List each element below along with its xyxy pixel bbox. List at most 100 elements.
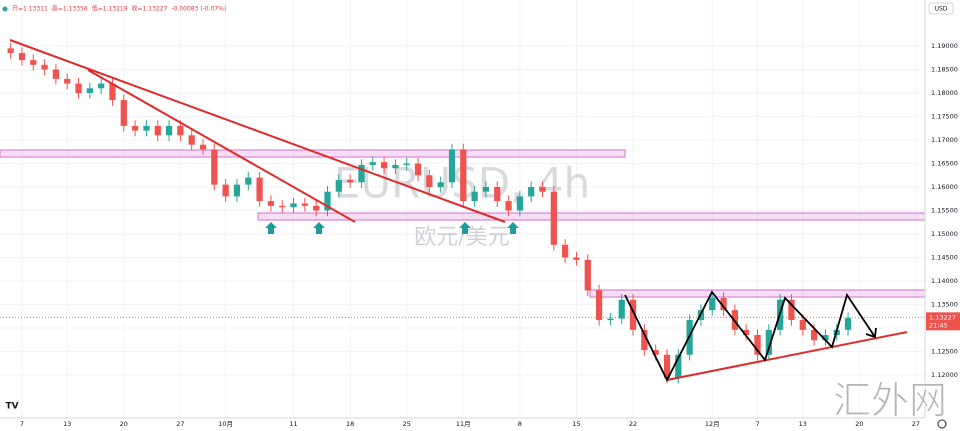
x-tick-label: 27 <box>912 420 920 428</box>
status-dot <box>2 6 8 12</box>
candle-body <box>414 163 422 176</box>
support-zone <box>257 212 926 221</box>
candle-body <box>120 100 127 126</box>
candle-body <box>607 318 614 321</box>
price-axis <box>925 0 960 431</box>
candle-body <box>211 149 218 185</box>
candle-body <box>165 125 173 136</box>
y-tick-label: 1.14000 <box>931 277 958 285</box>
x-tick-label: 27 <box>176 420 184 428</box>
candle-body <box>132 125 139 131</box>
y-tick-label: 1.13500 <box>931 300 958 308</box>
candle-body <box>709 297 716 311</box>
arrow-head <box>865 327 877 339</box>
legend-value: -0.00083 (-0.07%) <box>171 6 226 13</box>
candle-body <box>494 187 501 202</box>
last-price-label: 1.13227 <box>929 313 956 321</box>
x-tick-label: 20 <box>855 420 863 428</box>
resistance-zone <box>0 149 626 158</box>
candle-body <box>30 60 37 65</box>
y-tick-label: 1.16000 <box>931 183 958 191</box>
last-price-tag <box>926 312 960 331</box>
countdown: 21:45 <box>929 321 948 329</box>
candle-body <box>154 125 161 136</box>
legend-value: 低=1.13219 <box>92 5 128 13</box>
candle-body <box>290 203 297 208</box>
candle-body <box>358 164 365 183</box>
candle-body <box>539 187 546 192</box>
y-tick-label: 1.15000 <box>931 230 958 238</box>
range-top-zone <box>589 289 926 298</box>
candle-body <box>595 290 603 321</box>
x-tick-label: 7 <box>20 420 24 428</box>
candle-body <box>516 196 523 211</box>
y-tick-label: 1.12000 <box>931 371 958 379</box>
currency-button[interactable] <box>928 2 954 15</box>
candle-body <box>550 191 557 245</box>
x-tick-label: 25 <box>403 420 411 428</box>
candle-body <box>52 69 60 79</box>
settings-button[interactable] <box>937 419 947 429</box>
support-line <box>666 331 908 381</box>
candle-body <box>562 244 569 258</box>
candle-body <box>64 78 71 84</box>
candle-body <box>279 205 286 208</box>
candle-body <box>267 201 275 206</box>
candle-body <box>471 191 478 202</box>
up-arrow <box>265 222 277 234</box>
candle-body <box>788 299 795 321</box>
zigzag-path <box>624 290 876 383</box>
x-tick-label: 13 <box>63 420 71 428</box>
candle-body <box>335 179 342 192</box>
candle-body <box>482 187 490 192</box>
candle-body <box>754 335 761 355</box>
candle-body <box>460 149 467 202</box>
candle-body <box>109 83 116 101</box>
up-arrow <box>507 222 519 234</box>
y-tick-label: 1.19000 <box>931 42 958 50</box>
candle-body <box>584 259 591 291</box>
candle-body <box>188 135 195 145</box>
candle-body <box>41 64 48 70</box>
y-tick-label: 1.17000 <box>931 136 958 144</box>
candle-body <box>799 320 806 330</box>
candle-body <box>448 149 456 183</box>
candle-body <box>7 48 14 54</box>
candle-body <box>810 329 818 341</box>
candle-body <box>403 163 410 165</box>
legend-value: 收=1.13227 <box>132 5 168 13</box>
y-tick-label: 1.18500 <box>931 66 958 74</box>
x-tick-label: 7 <box>755 420 759 428</box>
candle-body <box>233 184 241 197</box>
candle-body <box>822 335 829 341</box>
x-tick-label: 11月 <box>456 420 471 428</box>
candle-body <box>663 354 671 378</box>
candle-body <box>199 144 207 150</box>
candle-body <box>618 299 625 319</box>
candle-body <box>18 53 26 61</box>
y-tick-label: 1.14500 <box>931 254 958 262</box>
candle-body <box>380 162 388 169</box>
candle-body <box>75 83 82 94</box>
legend: 开=1.13311 高=1.13356 低=1.13219 收=1.13227 -0.0… <box>12 5 226 13</box>
candle-body <box>324 191 331 211</box>
candle-body <box>426 175 433 188</box>
y-tick-label: 1.18000 <box>931 89 958 97</box>
candle-body <box>313 205 320 211</box>
candle-body <box>437 182 444 188</box>
candle-body <box>743 329 750 336</box>
legend-value: 高=1.13356 <box>52 5 88 13</box>
axis-labels: 1.120001.125001.130001.135001.140001.145… <box>20 42 960 428</box>
y-tick-label: 1.15500 <box>931 207 958 215</box>
currency: USD <box>935 6 948 13</box>
candle-body <box>143 125 150 131</box>
x-tick-label: 10月 <box>218 420 233 428</box>
y-tick-label: 1.17500 <box>931 113 958 121</box>
candle-body <box>222 184 229 197</box>
x-tick-label: 22 <box>629 420 637 428</box>
candle-body <box>765 329 772 355</box>
candle-body <box>641 329 648 351</box>
candle-body <box>301 203 308 206</box>
candle-body <box>86 88 93 94</box>
